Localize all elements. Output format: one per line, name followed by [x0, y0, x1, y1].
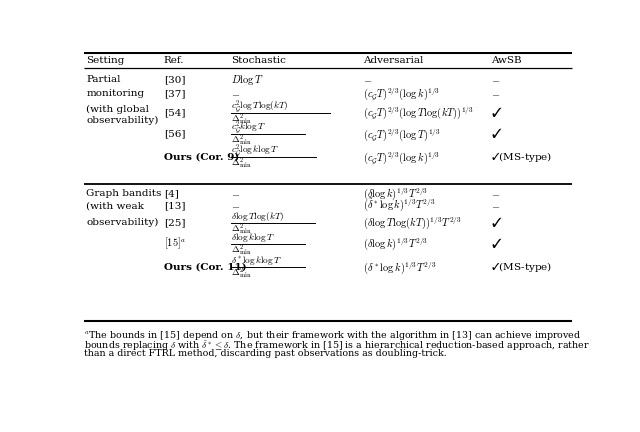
Text: $(\tilde{\delta}^*\log k)^{1/3}T^{2/3}$: $(\tilde{\delta}^*\log k)^{1/3}T^{2/3}$	[363, 197, 435, 214]
Text: $D\log T$: $D\log T$	[231, 73, 264, 86]
Text: Partial: Partial	[86, 75, 121, 84]
Text: [37]: [37]	[164, 89, 185, 98]
Text: $c_{\mathcal{G}}^2 k\log T$: $c_{\mathcal{G}}^2 k\log T$	[231, 120, 266, 137]
Text: Adversarial: Adversarial	[363, 56, 423, 65]
Text: $(\delta\log T\log(kT))^{1/3}T^{2/3}$: $(\delta\log T\log(kT))^{1/3}T^{2/3}$	[363, 215, 461, 231]
Text: Ours (Cor. 9): Ours (Cor. 9)	[164, 153, 239, 162]
Text: observability): observability)	[86, 217, 159, 226]
Text: [4]: [4]	[164, 189, 179, 198]
Text: $(c_{\mathcal{G}}T)^{2/3}(\log T)^{1/3}$: $(c_{\mathcal{G}}T)^{2/3}(\log T)^{1/3}$	[363, 126, 440, 143]
Text: $\Delta_{\min}^2$: $\Delta_{\min}^2$	[231, 133, 252, 148]
Text: $-$: $-$	[491, 75, 500, 84]
Text: AwSB: AwSB	[491, 56, 522, 65]
Text: $c_{\mathcal{G}}^2\log k\log T$: $c_{\mathcal{G}}^2\log k\log T$	[231, 143, 280, 159]
Text: $\delta\log k\log T$: $\delta\log k\log T$	[231, 231, 275, 244]
Text: observability): observability)	[86, 116, 159, 125]
Text: $\Delta_{\min}^2$: $\Delta_{\min}^2$	[231, 221, 252, 237]
Text: $\checkmark$: $\checkmark$	[491, 237, 502, 251]
Text: $\Delta_{\min}^2$: $\Delta_{\min}^2$	[231, 266, 252, 282]
Text: $\delta\log T\log(kT)$: $\delta\log T\log(kT)$	[231, 210, 284, 223]
Text: $-$: $-$	[491, 89, 500, 98]
Text: [30]: [30]	[164, 75, 185, 84]
Text: $\Delta_{\min}^2$: $\Delta_{\min}^2$	[231, 242, 252, 257]
Text: [13]: [13]	[164, 201, 185, 210]
Text: $(\delta^*\log k)^{1/3}T^{2/3}$: $(\delta^*\log k)^{1/3}T^{2/3}$	[363, 259, 436, 276]
Text: $\delta^*\log k\log T$: $\delta^*\log k\log T$	[231, 255, 282, 268]
Text: (with global: (with global	[86, 105, 149, 114]
Text: $-$: $-$	[491, 201, 500, 210]
Text: $(c_{\mathcal{G}}T)^{2/3}(\log k)^{1/3}$: $(c_{\mathcal{G}}T)^{2/3}(\log k)^{1/3}$	[363, 85, 440, 102]
Text: $\checkmark$: $\checkmark$	[491, 216, 502, 230]
Text: (with weak: (with weak	[86, 201, 144, 210]
Text: $^a$The bounds in [15] depend on $\delta$, but their framework with the algorith: $^a$The bounds in [15] depend on $\delta…	[84, 329, 581, 342]
Text: $c_{\mathcal{G}}^2\log T\log(kT)$: $c_{\mathcal{G}}^2\log T\log(kT)$	[231, 98, 289, 115]
Text: $(\delta\log k)^{1/3}T^{2/3}$: $(\delta\log k)^{1/3}T^{2/3}$	[363, 235, 428, 252]
Text: [56]: [56]	[164, 130, 185, 139]
Text: Graph bandits: Graph bandits	[86, 189, 161, 198]
Text: monitoring: monitoring	[86, 89, 145, 98]
Text: $(c_{\mathcal{G}}T)^{2/3}(\log k)^{1/3}$: $(c_{\mathcal{G}}T)^{2/3}(\log k)^{1/3}$	[363, 149, 440, 165]
Text: [25]: [25]	[164, 218, 185, 227]
Text: $-$: $-$	[491, 189, 500, 198]
Text: Setting: Setting	[86, 56, 125, 65]
Text: $\checkmark$(MS-type): $\checkmark$(MS-type)	[491, 260, 552, 274]
Text: Ref.: Ref.	[164, 56, 184, 65]
Text: [54]: [54]	[164, 108, 185, 117]
Text: than a direct FTRL method, discarding past observations as doubling-trick.: than a direct FTRL method, discarding pa…	[84, 349, 447, 358]
Text: $-$: $-$	[363, 75, 372, 84]
Text: Stochastic: Stochastic	[231, 56, 286, 65]
Text: $(c_{\mathcal{G}}T)^{2/3}(\log T\log(kT))^{1/3}$: $(c_{\mathcal{G}}T)^{2/3}(\log T\log(kT)…	[363, 105, 474, 121]
Text: $-$: $-$	[231, 89, 241, 98]
Text: $\checkmark$: $\checkmark$	[491, 106, 502, 120]
Text: $\Delta_{\min}^2$: $\Delta_{\min}^2$	[231, 156, 252, 172]
Text: $-$: $-$	[231, 201, 241, 210]
Text: $(\delta\log k)^{1/3}T^{2/3}$: $(\delta\log k)^{1/3}T^{2/3}$	[363, 185, 428, 202]
Text: $\checkmark$: $\checkmark$	[491, 127, 502, 141]
Text: $\Delta_{\min}^2$: $\Delta_{\min}^2$	[231, 111, 252, 127]
Text: bounds replacing $\delta$ with $\tilde{\delta}^* \leq \delta$. The framework in : bounds replacing $\delta$ with $\tilde{\…	[84, 339, 590, 353]
Text: $[15]^a$: $[15]^a$	[164, 236, 186, 251]
Text: $\checkmark$(MS-type): $\checkmark$(MS-type)	[491, 150, 552, 164]
Text: Ours (Cor. 11): Ours (Cor. 11)	[164, 263, 246, 272]
Text: $-$: $-$	[231, 189, 241, 198]
